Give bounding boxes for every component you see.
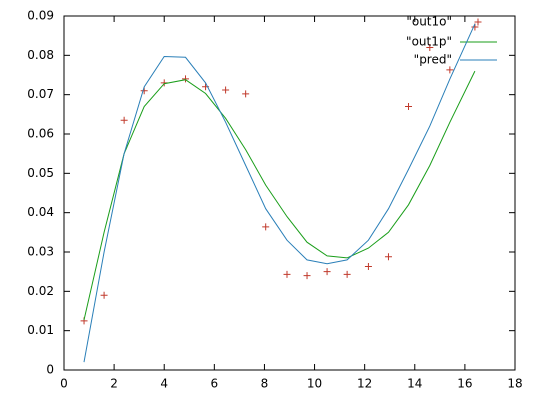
plot-frame [63, 15, 516, 371]
legend-label: "pred" [414, 53, 452, 67]
x-tick-label: 12 [357, 377, 372, 391]
point [222, 86, 230, 94]
y-tick-label: 0.01 [27, 323, 54, 337]
point [303, 272, 311, 280]
y-tick-label: 0 [46, 363, 54, 377]
point [446, 66, 454, 74]
point [323, 268, 331, 276]
y-tick-label: 0.02 [27, 284, 54, 298]
x-tick-label: 4 [160, 377, 168, 391]
point [100, 291, 108, 299]
x-tick-label: 8 [261, 377, 269, 391]
y-tick-label: 0.08 [27, 48, 54, 62]
y-tick-label: 0.07 [27, 87, 54, 101]
x-tick-label: 18 [507, 377, 522, 391]
y-tick-label: 0.09 [27, 9, 54, 23]
x-tick-label: 14 [407, 377, 422, 391]
y-tick-label: 0.03 [27, 245, 54, 259]
point [120, 116, 128, 124]
point [405, 102, 413, 110]
y-tick-label: 0.05 [27, 166, 54, 180]
point [262, 223, 270, 231]
x-tick-label: 6 [211, 377, 219, 391]
line [83, 23, 476, 363]
point [283, 270, 291, 278]
x-tick-label: 10 [307, 377, 322, 391]
point [242, 90, 250, 98]
point [364, 263, 372, 271]
y-tick-label: 0.04 [27, 205, 54, 219]
legend-label: "out1o" [406, 15, 452, 29]
line [83, 70, 476, 321]
point [426, 43, 434, 51]
point [384, 253, 392, 261]
point [343, 270, 351, 278]
legend-label: "out1p" [406, 35, 452, 49]
point [182, 75, 190, 83]
x-tick-label: 16 [457, 377, 472, 391]
y-tick-label: 0.06 [27, 127, 54, 141]
x-tick-label: 0 [60, 377, 68, 391]
x-tick-label: 2 [110, 377, 118, 391]
legend-marker [474, 18, 482, 26]
